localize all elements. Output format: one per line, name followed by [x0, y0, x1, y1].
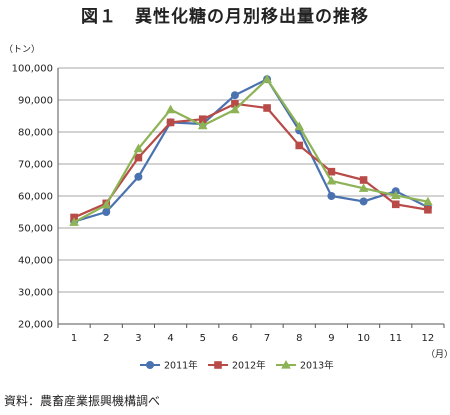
y-tick-label: 20,000: [18, 320, 53, 331]
series-2: [70, 100, 432, 222]
x-tick-label: 5: [200, 333, 206, 344]
legend-marker: [146, 361, 154, 369]
data-point: [358, 183, 369, 192]
data-point: [197, 120, 208, 130]
data-point: [230, 91, 239, 100]
series-line: [73, 102, 429, 219]
data-point: [165, 104, 176, 114]
series: [69, 74, 433, 226]
y-tick-label: 50,000: [18, 224, 53, 235]
data-point: [69, 217, 79, 226]
x-axis-unit-label: （月）: [426, 349, 450, 360]
data-point: [102, 208, 111, 216]
data-point: [423, 196, 433, 206]
y-tick-label: 100,000: [12, 64, 53, 75]
x-tick-label: 8: [296, 333, 302, 344]
axes: [57, 68, 445, 328]
data-point: [326, 175, 337, 185]
source-note: 資料：農畜産業振興機構調べ: [4, 394, 161, 408]
data-point: [359, 176, 368, 184]
legend-item: 2013年: [276, 360, 334, 372]
data-point: [198, 115, 207, 123]
data-point: [101, 199, 112, 209]
data-point: [391, 200, 400, 209]
legend-label: 2012年: [232, 360, 266, 372]
x-tick-label: 6: [232, 333, 238, 344]
y-tick-label: 30,000: [18, 288, 53, 299]
data-point: [231, 100, 239, 108]
data-point: [134, 172, 143, 181]
x-tick-label: 2: [103, 333, 109, 344]
series-line: [73, 78, 429, 223]
legend-marker: [281, 360, 291, 369]
series-1: [70, 75, 432, 226]
data-point: [390, 190, 401, 199]
x-tick-label: 4: [167, 333, 173, 344]
data-point: [262, 74, 272, 83]
y-axis-unit-label: （トン）: [4, 44, 40, 55]
data-point: [230, 104, 240, 114]
legend-item: 2012年: [208, 360, 266, 372]
data-point: [327, 167, 336, 176]
y-tick-label: 70,000: [18, 160, 53, 171]
y-tick-label: 40,000: [18, 256, 53, 267]
x-tick-label: 3: [135, 333, 141, 344]
y-tick-label: 80,000: [18, 128, 53, 139]
data-point: [359, 197, 368, 206]
data-point: [327, 192, 336, 200]
data-point: [133, 143, 144, 153]
x-tick-label: 10: [357, 333, 370, 344]
y-tick-label: 60,000: [18, 192, 53, 203]
x-tick-label: 7: [264, 333, 270, 344]
data-point: [295, 141, 304, 150]
x-tick-label: 12: [422, 333, 435, 344]
x-tick-label: 11: [389, 333, 402, 344]
chart-title: 図１ 異性化糖の月別移出量の推移: [81, 7, 369, 27]
series-3: [69, 74, 433, 226]
legend-item: 2011年: [140, 360, 198, 372]
x-tick-label: 1: [71, 333, 77, 344]
data-point: [166, 118, 175, 127]
legend: 2011年 2012年 2013年: [140, 360, 334, 372]
legend-marker: [214, 361, 222, 369]
data-point: [134, 153, 143, 162]
legend-label: 2011年: [164, 360, 198, 372]
series-line: [73, 78, 429, 224]
data-point: [294, 121, 305, 131]
x-tick-label: 9: [328, 333, 334, 344]
data-point: [263, 104, 271, 112]
y-tick-labels: 20,000 30,000 40,000 50,000 60,000 70,000 80,0…: [12, 64, 53, 331]
legend-label: 2013年: [300, 360, 334, 372]
x-tick-labels: 1 2 3 4 5 6 7 8 9 10 11 12: [71, 333, 434, 344]
y-tick-label: 90,000: [18, 96, 53, 107]
data-point: [424, 205, 432, 214]
